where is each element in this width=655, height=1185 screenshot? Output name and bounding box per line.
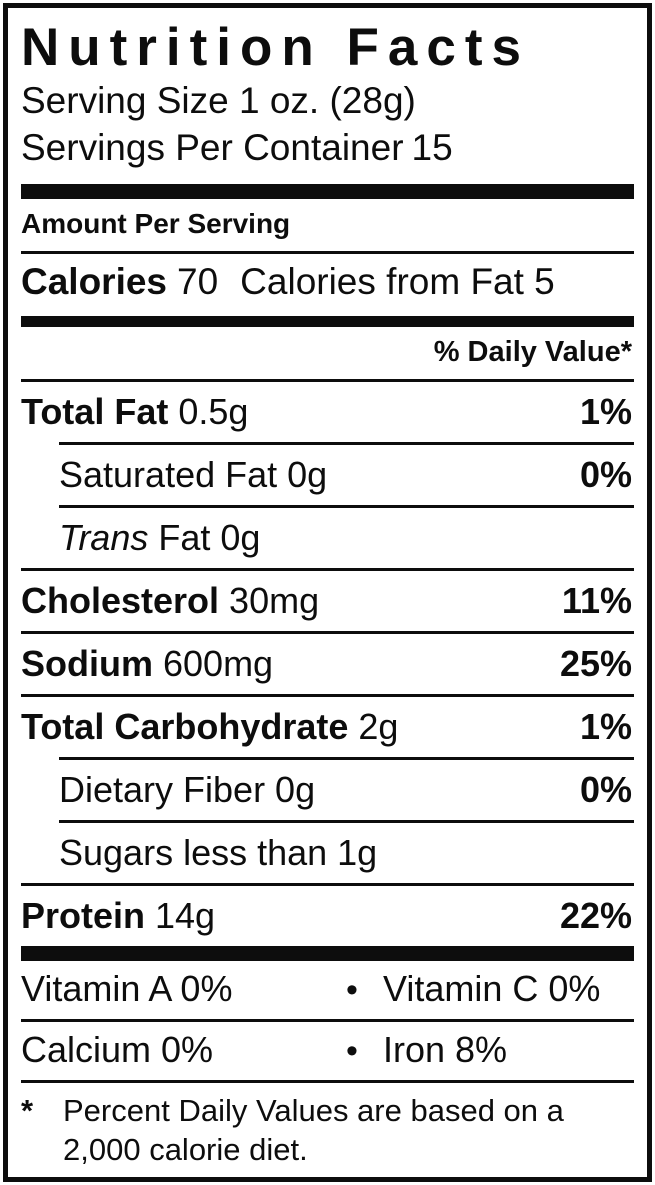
row-dietary-fiber-name: Dietary Fiber 0g <box>59 768 316 810</box>
serving-size-line: Serving Size 1 oz. (28g) <box>21 77 634 124</box>
calories-from-fat: Calories from Fat 5 <box>240 261 555 303</box>
row-dietary-fiber: Dietary Fiber 0g 0% <box>21 760 634 820</box>
rule-above-sugars <box>59 819 634 823</box>
row-trans-fat-name: Trans Fat 0g <box>59 516 261 558</box>
row-sugars: Sugars less than 1g <box>21 823 634 883</box>
row-protein-name: Protein 14g <box>21 894 216 936</box>
daily-value-footnote: * Percent Daily Values are based on a 2,… <box>21 1091 634 1169</box>
rule-above-footnote <box>21 1080 634 1083</box>
row-total-fat-name: Total Fat 0.5g <box>21 390 249 432</box>
row-protein: Protein 14g 22% <box>21 886 634 946</box>
rule-above-carbohydrate <box>21 693 634 697</box>
footnote-text: Percent Daily Values are based on a 2,00… <box>63 1093 564 1167</box>
row-sodium: Sodium 600mg 25% <box>21 634 634 694</box>
rule-above-trans-fat <box>59 504 634 508</box>
row-total-carbohydrate: Total Carbohydrate 2g 1% <box>21 697 634 757</box>
calories-row: Calories 70 Calories from Fat 5 <box>21 254 634 316</box>
calories-value: 70 <box>177 261 219 303</box>
iron-value: Iron 8% <box>383 1029 508 1070</box>
row-total-carbohydrate-dv: 1% <box>579 705 632 747</box>
row-trans-fat: Trans Fat 0g <box>21 508 634 568</box>
calories-label: Calories <box>21 261 168 303</box>
section-bar-vitamins <box>21 945 634 961</box>
servings-per-container-label: Servings Per Container <box>21 127 404 169</box>
serving-size-text: Serving Size 1 oz. (28g) <box>21 80 416 122</box>
rule-above-sodium <box>21 630 634 634</box>
row-sodium-name: Sodium 600mg <box>21 642 274 684</box>
row-total-fat: Total Fat 0.5g 1% <box>21 382 634 442</box>
row-sugars-name: Sugars less than 1g <box>59 831 378 873</box>
rule-above-saturated-fat <box>59 441 634 445</box>
row-saturated-fat: Saturated Fat 0g 0% <box>21 445 634 505</box>
row-total-fat-dv: 1% <box>579 390 632 432</box>
servings-per-container-value: 15 <box>411 127 453 169</box>
amount-per-serving-heading: Amount Per Serving <box>21 208 291 240</box>
rule-below-amount <box>21 251 634 255</box>
section-bar-daily-value <box>21 316 634 327</box>
vitamin-a-value: Vitamin A 0% <box>21 968 233 1009</box>
row-dietary-fiber-dv: 0% <box>579 768 632 810</box>
row-calcium-iron: Calcium 0% • Iron 8% <box>21 1022 634 1080</box>
rule-above-cholesterol <box>21 567 634 571</box>
rule-above-protein <box>21 882 634 886</box>
bullet-separator-icon: • <box>346 971 358 1009</box>
row-cholesterol-dv: 11% <box>561 579 632 621</box>
footnote-asterisk: * <box>21 1093 34 1128</box>
row-cholesterol: Cholesterol 30mg 11% <box>21 571 634 631</box>
bullet-separator-icon: • <box>346 1032 358 1070</box>
row-cholesterol-name: Cholesterol 30mg <box>21 579 320 621</box>
rule-above-dietary-fiber <box>59 756 634 760</box>
row-saturated-fat-dv: 0% <box>579 453 632 495</box>
calcium-value: Calcium 0% <box>21 1029 214 1070</box>
label-title: Nutrition Facts <box>21 18 530 77</box>
row-vitamin-a-c: Vitamin A 0% • Vitamin C 0% <box>21 961 634 1019</box>
section-bar-top <box>21 184 634 200</box>
nutrition-label: Nutrition Facts Serving Size 1 oz. (28g)… <box>3 3 652 1182</box>
rule-below-dv-header <box>21 378 634 382</box>
row-saturated-fat-name: Saturated Fat 0g <box>59 453 328 495</box>
row-total-carbohydrate-name: Total Carbohydrate 2g <box>21 705 399 747</box>
row-sodium-dv: 25% <box>559 642 632 684</box>
rule-between-vitamin-rows <box>21 1019 634 1022</box>
vitamin-c-value: Vitamin C 0% <box>383 968 601 1009</box>
servings-per-container-line: Servings Per Container 15 <box>21 124 634 171</box>
row-protein-dv: 22% <box>559 894 632 936</box>
daily-value-header: % Daily Value* <box>433 335 632 368</box>
